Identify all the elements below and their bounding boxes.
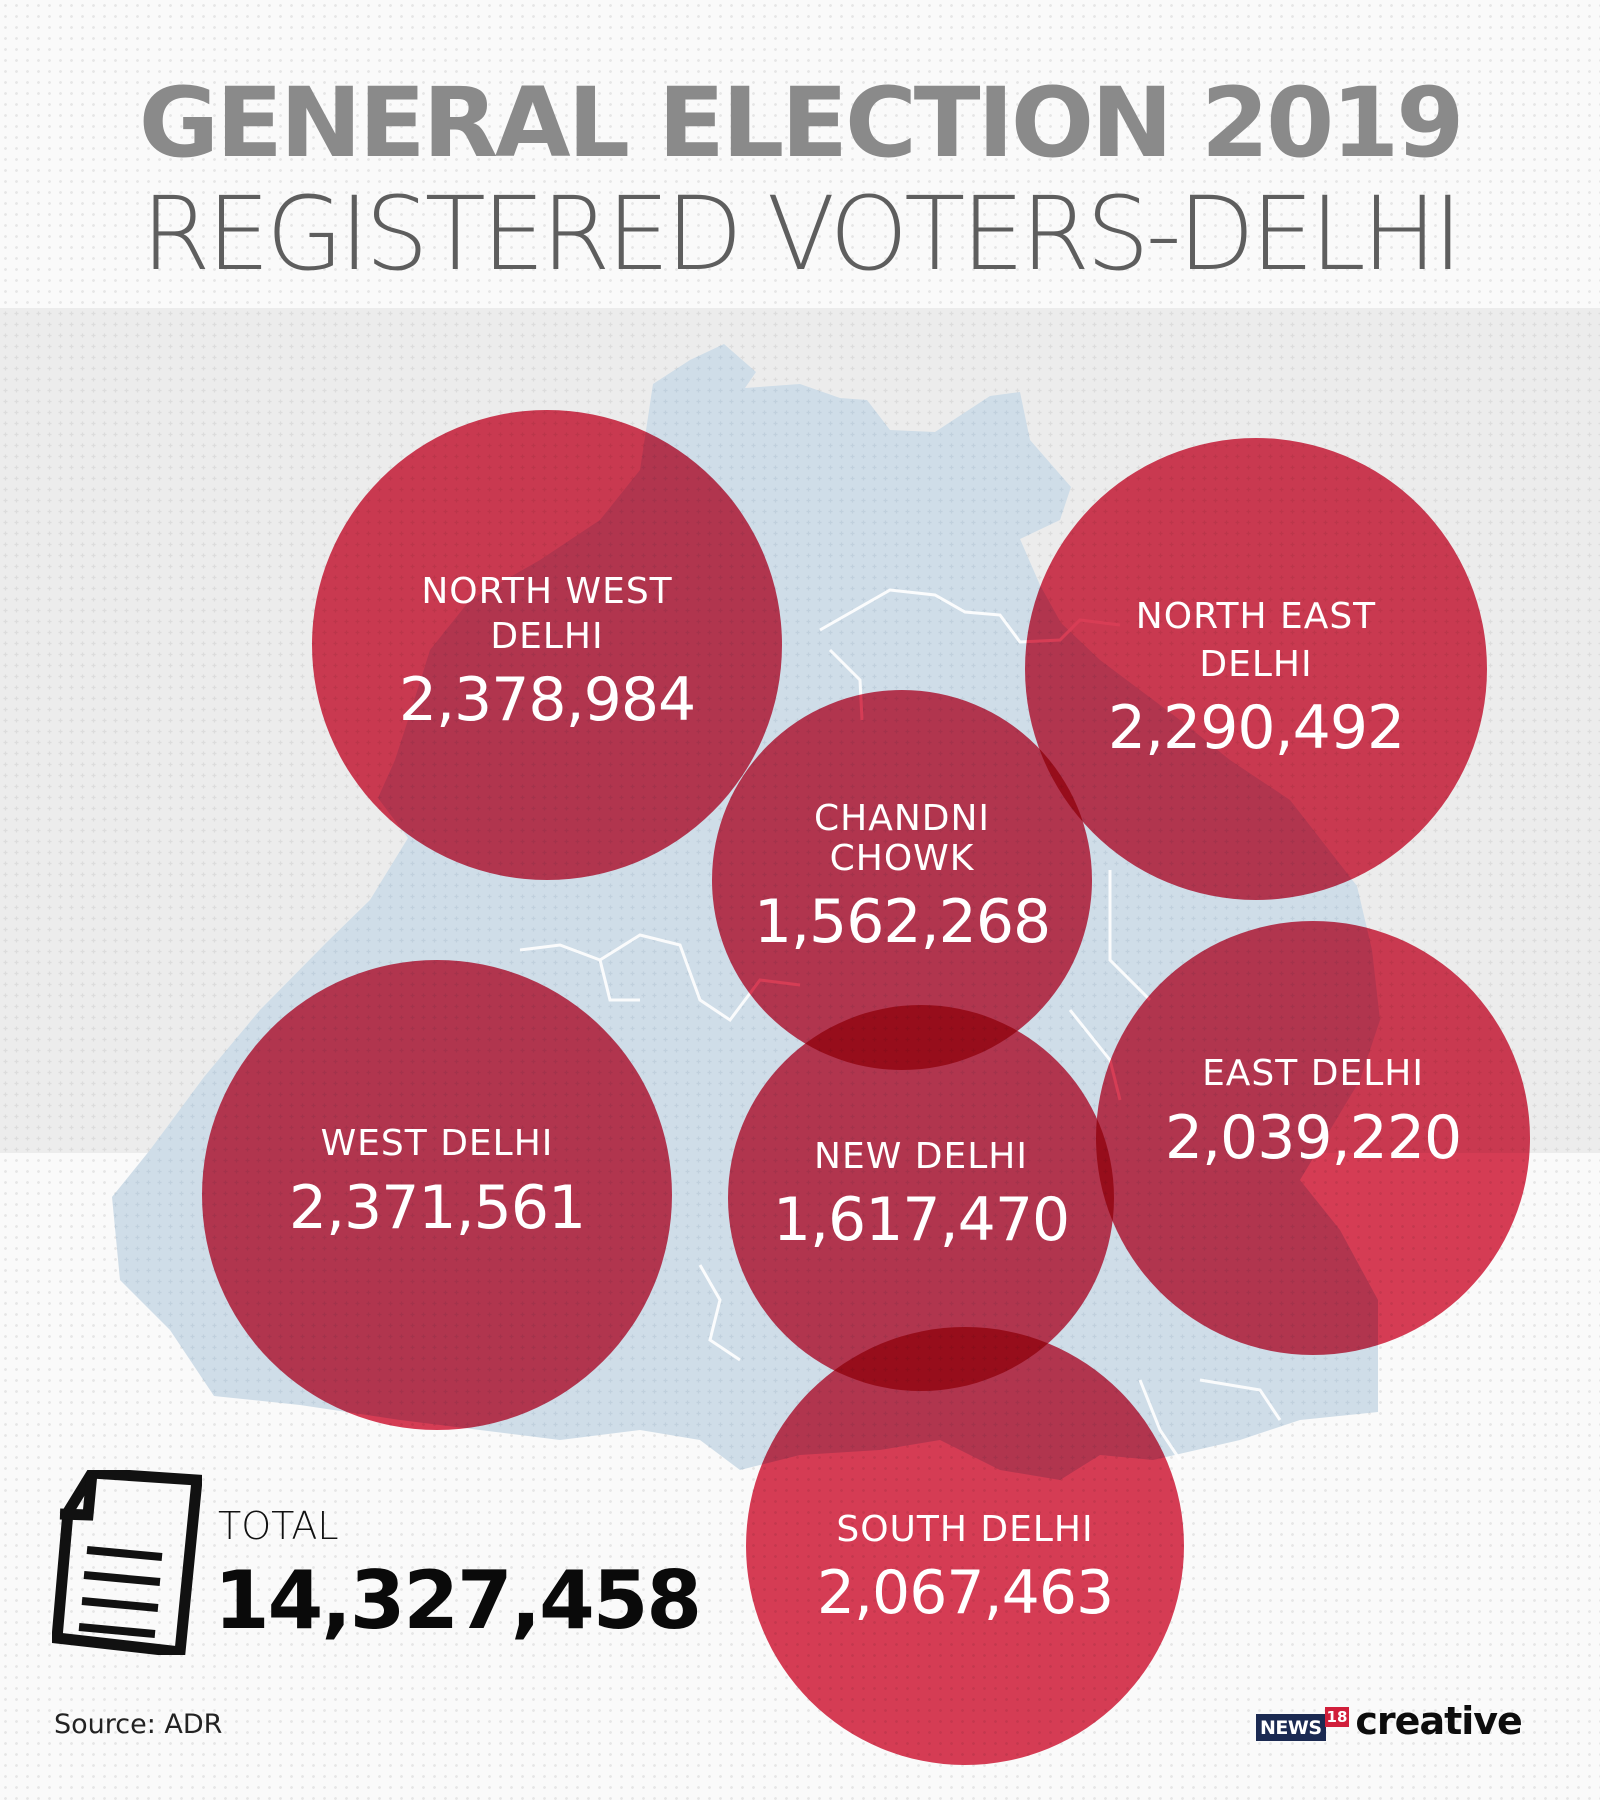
voter-count: 2,378,984: [399, 665, 695, 735]
constituency-name: NEW DELHI: [814, 1136, 1028, 1177]
constituency-name: DELHI: [1199, 644, 1312, 685]
circle-north-east-delhi: [1025, 438, 1487, 900]
news18-creative-logo: NEWS 18 creative: [1256, 1699, 1523, 1743]
logo-news-text: NEWS: [1256, 1714, 1326, 1741]
constituency-name: NORTH EAST: [1136, 596, 1376, 637]
constituency-name: EAST DELHI: [1202, 1053, 1424, 1094]
total-value: 14,327,458: [214, 1554, 702, 1647]
constituency-name: WEST DELHI: [321, 1123, 554, 1164]
constituency-name: CHOWK: [830, 838, 975, 879]
page-title: GENERAL ELECTION 2019: [138, 67, 1465, 179]
logo-creative-text: creative: [1355, 1699, 1522, 1743]
circle-new-delhi: [728, 1005, 1114, 1391]
constituency-name: CHANDNI: [814, 798, 990, 839]
circle-chandni-chowk: [712, 690, 1092, 1070]
document-icon: [52, 1470, 202, 1655]
voter-count: 1,562,268: [754, 887, 1050, 957]
circle-east-delhi: [1096, 921, 1530, 1355]
voter-count: 2,290,492: [1108, 693, 1404, 763]
constituency-name: NORTH WEST: [421, 571, 672, 612]
voter-count: 1,617,470: [773, 1185, 1069, 1255]
voter-count: 2,371,561: [289, 1173, 585, 1243]
page-subtitle: REGISTERED VOTERS-DELHI: [141, 175, 1462, 294]
constituency-name: SOUTH DELHI: [836, 1509, 1093, 1550]
constituency-circles: [202, 410, 1530, 1765]
voter-count: 2,039,220: [1165, 1103, 1461, 1173]
circle-north-west-delhi: [312, 410, 782, 880]
circle-west-delhi: [202, 960, 672, 1430]
source-note: Source: ADR: [54, 1709, 223, 1740]
total-label: TOTAL: [218, 1504, 339, 1548]
logo-18-badge: 18: [1324, 1707, 1350, 1727]
voter-count: 2,067,463: [817, 1558, 1113, 1628]
circle-south-delhi: [746, 1327, 1184, 1765]
constituency-name: DELHI: [490, 616, 603, 657]
